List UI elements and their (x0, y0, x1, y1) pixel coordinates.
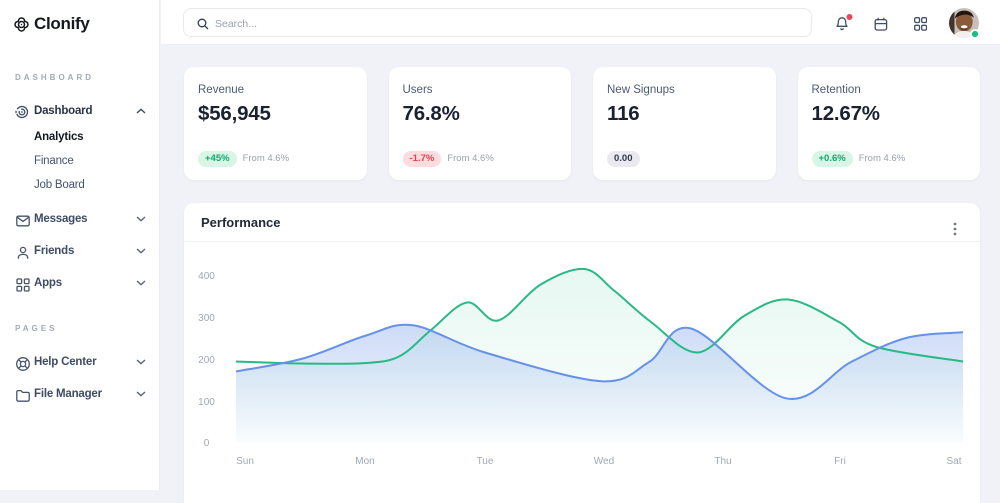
svg-text:Wed: Wed (594, 456, 614, 467)
svg-text:Mon: Mon (355, 456, 374, 467)
svg-text:200: 200 (198, 355, 215, 366)
svg-text:Sun: Sun (236, 456, 254, 467)
svg-text:300: 300 (198, 313, 215, 324)
svg-text:Thu: Thu (714, 456, 731, 467)
svg-text:400: 400 (198, 271, 215, 282)
svg-text:100: 100 (198, 397, 215, 408)
svg-text:Sat: Sat (946, 456, 961, 467)
svg-text:0: 0 (204, 438, 210, 449)
svg-text:Fri: Fri (834, 456, 846, 467)
svg-text:Tue: Tue (477, 456, 494, 467)
